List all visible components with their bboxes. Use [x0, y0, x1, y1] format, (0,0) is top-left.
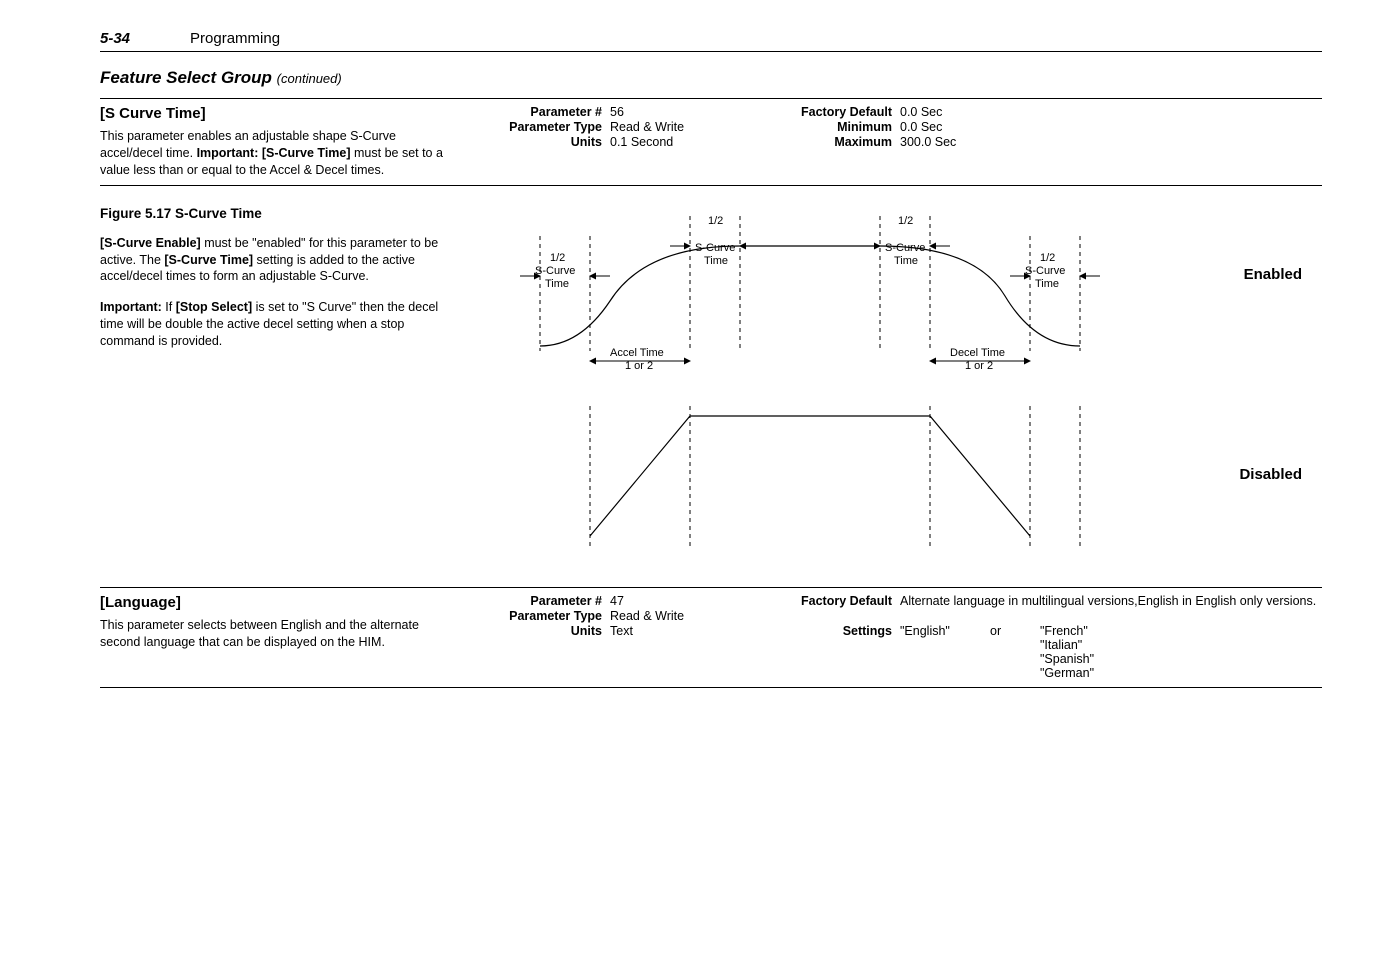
svg-text:S-Curve: S-Curve: [885, 242, 925, 254]
svg-text:Time: Time: [545, 278, 569, 290]
svg-text:S-Curve: S-Curve: [1025, 265, 1065, 277]
scurve-desc: This parameter enables an adjustable sha…: [100, 128, 460, 179]
figure-para2: Important: If [Stop Select] is set to "S…: [100, 299, 460, 350]
bold: Important:: [100, 300, 162, 314]
kv-val: 0.1 Second: [610, 135, 770, 149]
chapter-title: Programming: [190, 30, 280, 47]
kv-label: Parameter Type: [480, 609, 610, 623]
kv-val: 300.0 Sec: [900, 135, 1322, 149]
divider: [100, 687, 1322, 688]
svg-text:1/2: 1/2: [898, 215, 913, 227]
kv-label: Parameter Type: [480, 120, 610, 134]
kv-val: Text: [610, 624, 770, 680]
text: If: [162, 300, 176, 314]
kv-label: Factory Default: [770, 105, 900, 119]
language-desc: This parameter selects between English a…: [100, 617, 460, 651]
svg-text:1/2: 1/2: [1040, 252, 1055, 264]
page-number: 5-34: [100, 30, 130, 47]
kv-label: Units: [480, 624, 610, 680]
settings-opt: "Spanish": [1040, 652, 1094, 666]
svg-text:1 or 2: 1 or 2: [625, 360, 653, 372]
scurve-row-2: Units 0.1 Second Maximum 300.0 Sec: [480, 135, 1322, 149]
kv-val: 0.0 Sec: [900, 105, 1322, 119]
figure-title: Figure 5.17 S-Curve Time: [100, 206, 460, 221]
kv-val: Alternate language in multilingual versi…: [900, 594, 1322, 608]
group-continued: (continued): [277, 71, 342, 86]
svg-text:S-Curve: S-Curve: [535, 265, 575, 277]
kv-label: Parameter #: [480, 105, 610, 119]
svg-text:S-Curve: S-Curve: [695, 242, 735, 254]
svg-text:1 or 2: 1 or 2: [965, 360, 993, 372]
scurve-diagram: 1/2 S-Curve Time 1/2 S-Curve Time 1/2 S-…: [480, 206, 1240, 576]
kv-val: Read & Write: [610, 609, 770, 623]
kv-val: 56: [610, 105, 770, 119]
figure-para1: [S-Curve Enable] must be "enabled" for t…: [100, 235, 460, 286]
kv-label: Settings: [770, 624, 900, 680]
kv-label: Maximum: [770, 135, 900, 149]
enabled-label: Enabled: [1244, 266, 1302, 283]
kv-label: Units: [480, 135, 610, 149]
param-language: [Language] This parameter selects betwee…: [100, 594, 1322, 681]
kv-label: Minimum: [770, 120, 900, 134]
language-name: [Language]: [100, 594, 460, 611]
param-scurve: [S Curve Time] This parameter enables an…: [100, 105, 1322, 179]
settings-opt: "German": [1040, 666, 1094, 680]
divider: [100, 587, 1322, 588]
svg-text:1/2: 1/2: [550, 252, 565, 264]
kv-val: 0.0 Sec: [900, 120, 1322, 134]
kv-label: [770, 609, 900, 623]
svg-text:Time: Time: [1035, 278, 1059, 290]
language-row-1: Parameter Type Read & Write: [480, 609, 1322, 623]
scurve-row-0: Parameter # 56 Factory Default 0.0 Sec: [480, 105, 1322, 119]
scurve-row-1: Parameter Type Read & Write Minimum 0.0 …: [480, 120, 1322, 134]
kv-label: Factory Default: [770, 594, 900, 608]
settings-or: or: [990, 624, 1040, 638]
svg-text:Decel Time: Decel Time: [950, 347, 1005, 359]
settings-opt: "Italian": [1040, 638, 1082, 652]
bold: [Stop Select]: [176, 300, 252, 314]
kv-val: Read & Write: [610, 120, 770, 134]
svg-text:Accel Time: Accel Time: [610, 347, 664, 359]
group-title: Feature Select Group (continued): [100, 68, 1322, 88]
figure-section: Figure 5.17 S-Curve Time [S-Curve Enable…: [100, 206, 1322, 581]
divider: [100, 185, 1322, 186]
kv-val: [900, 609, 1322, 623]
svg-text:Time: Time: [894, 255, 918, 267]
group-title-text: Feature Select Group: [100, 68, 272, 87]
settings-opt: "French": [1040, 624, 1088, 638]
divider: [100, 98, 1322, 99]
settings-english: "English": [900, 624, 990, 638]
bold: [S-Curve Enable]: [100, 236, 201, 250]
kv-val: "English" or "French" "Italian" "Spanish…: [900, 624, 1322, 680]
disabled-label: Disabled: [1239, 466, 1302, 483]
kv-label: Parameter #: [480, 594, 610, 608]
bold: [S-Curve Time]: [164, 253, 253, 267]
language-row-0: Parameter # 47 Factory Default Alternate…: [480, 594, 1322, 608]
language-row-2: Units Text Settings "English" or "French…: [480, 624, 1322, 680]
page-header: 5-34 Programming: [100, 30, 1322, 52]
svg-text:Time: Time: [704, 255, 728, 267]
scurve-name: [S Curve Time]: [100, 105, 460, 122]
kv-val: 47: [610, 594, 770, 608]
svg-text:1/2: 1/2: [708, 215, 723, 227]
